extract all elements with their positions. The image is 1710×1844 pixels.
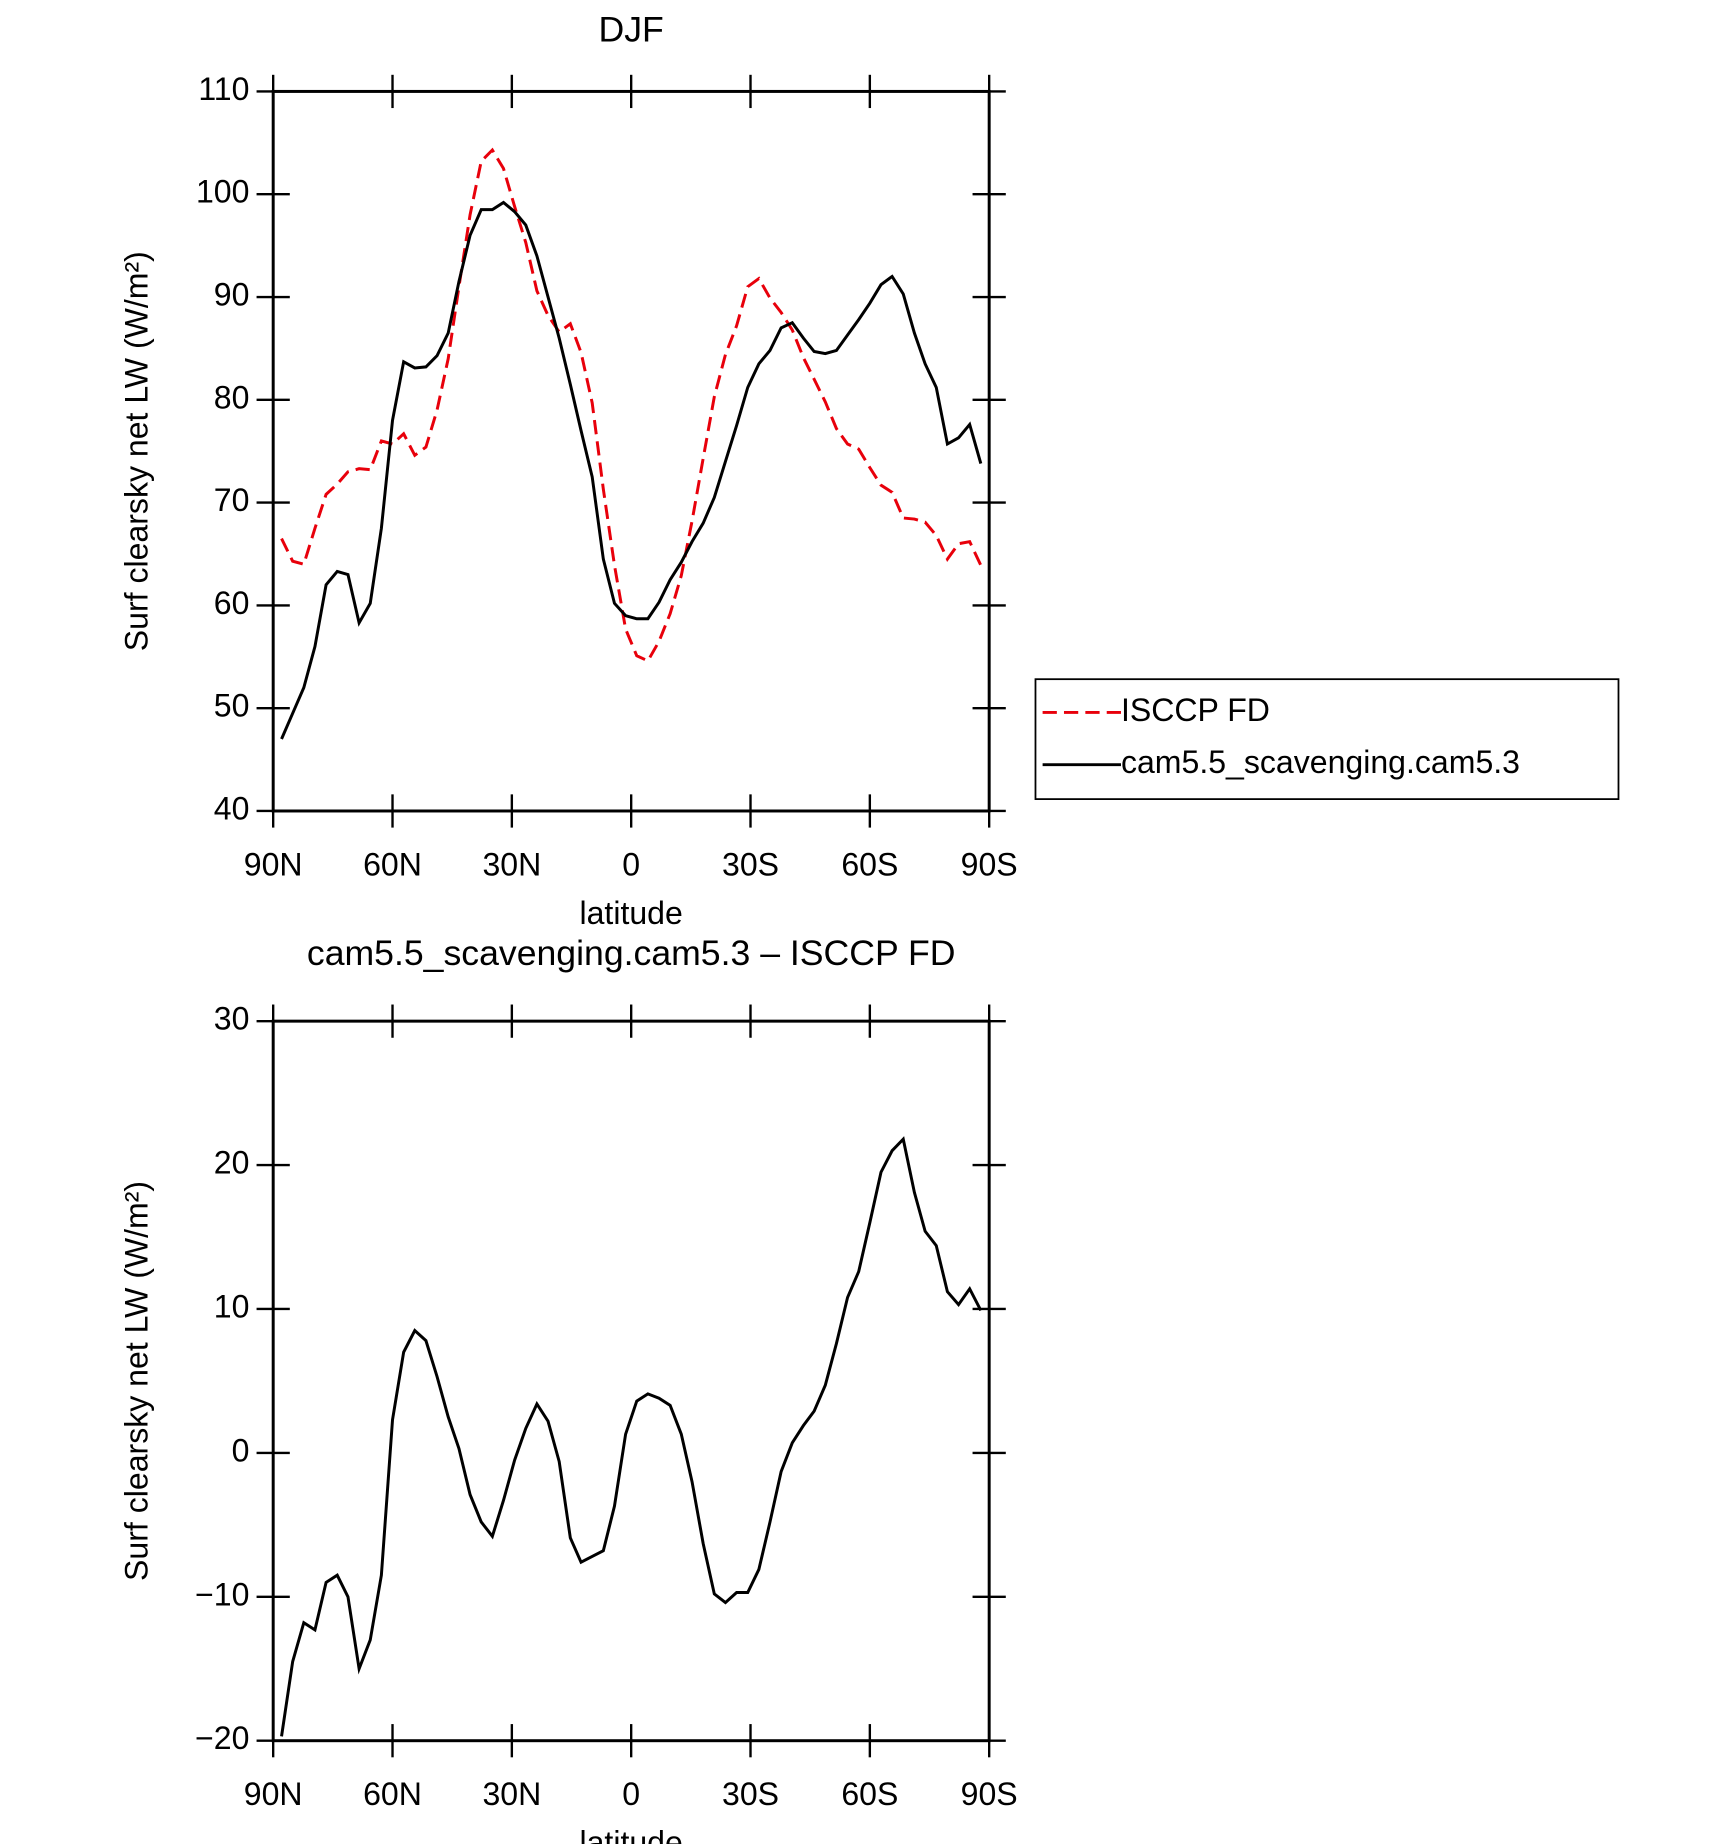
y-tick-label: 80 [214, 379, 250, 415]
data-line [280, 1136, 983, 1737]
y-tick-label: 10 [214, 1288, 250, 1324]
y-tick-label: 100 [196, 174, 249, 210]
x-tick-label: 90S [961, 846, 1018, 882]
y-axis-label: Surf clearsky net LW (W/m²) [118, 1181, 154, 1581]
x-tick-label: 0 [622, 1776, 640, 1812]
x-tick-label: 90N [244, 846, 303, 882]
x-tick-label: 60N [363, 1776, 422, 1812]
x-tick-label: 60S [841, 1776, 898, 1812]
y-tick-label: 0 [232, 1432, 250, 1468]
plot-frame [271, 89, 991, 813]
x-tick-label: 90S [961, 1776, 1018, 1812]
y-tick-label: 20 [214, 1145, 250, 1181]
x-tick-label: 0 [622, 846, 640, 882]
y-tick-label: 50 [214, 688, 250, 724]
y-tick-label: −10 [195, 1576, 249, 1612]
x-tick-label: 60S [841, 846, 898, 882]
y-tick-label: −20 [195, 1720, 249, 1756]
x-tick-label: 30S [722, 846, 779, 882]
y-tick-label: 60 [214, 585, 250, 621]
chart-title: cam5.5_scavenging.cam5.3 – ISCCP FD [307, 933, 956, 973]
y-tick-label: 110 [198, 71, 249, 107]
y-tick-label: 40 [214, 790, 250, 826]
legend-box [1034, 678, 1620, 800]
y-tick-label: 90 [214, 276, 250, 312]
y-tick-label: 30 [214, 1001, 250, 1037]
x-tick-label: 30S [722, 1776, 779, 1812]
x-tick-label: 90N [244, 1776, 303, 1812]
chart-title: DJF [599, 9, 664, 49]
legend-label: cam5.5_scavenging.cam5.3 [1121, 744, 1520, 780]
legend-label: ISCCP FD [1121, 692, 1270, 728]
x-tick-label: 30N [482, 1776, 541, 1812]
data-line [280, 200, 983, 740]
x-axis-label: latitude [580, 895, 683, 931]
x-tick-label: 60N [363, 846, 422, 882]
plot-frame [271, 1019, 991, 1743]
y-axis-label: Surf clearsky net LW (W/m²) [118, 251, 154, 651]
y-tick-label: 70 [214, 482, 250, 518]
x-axis-label: latitude [580, 1825, 683, 1844]
data-line [280, 147, 983, 663]
x-tick-label: 30N [482, 846, 541, 882]
